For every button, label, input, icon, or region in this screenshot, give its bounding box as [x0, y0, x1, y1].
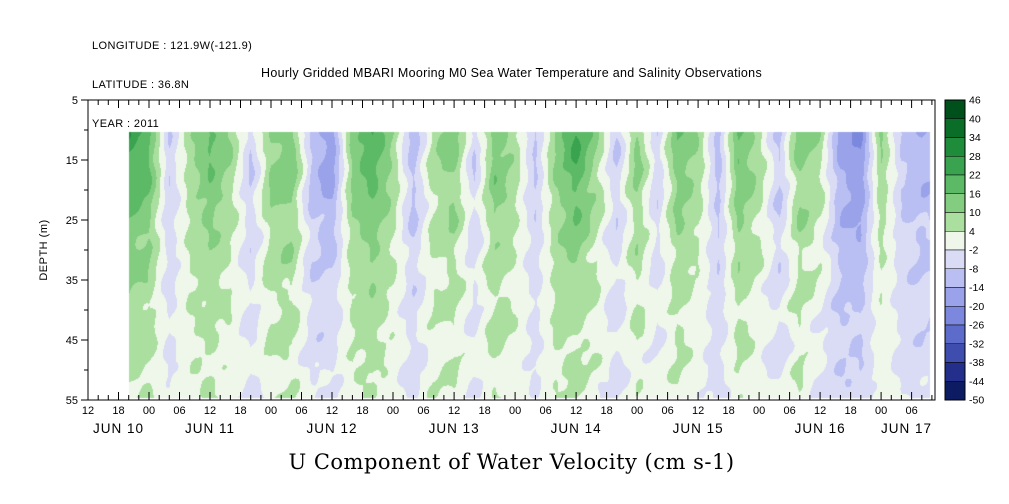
svg-text:JUN 15: JUN 15 [673, 421, 724, 436]
svg-text:46: 46 [969, 95, 981, 107]
y-axis-title: DEPTH (m) [38, 219, 50, 280]
svg-text:06: 06 [539, 405, 551, 417]
svg-text:12: 12 [326, 405, 338, 417]
svg-text:45: 45 [66, 335, 78, 347]
svg-text:18: 18 [722, 405, 734, 417]
svg-text:JUN 11: JUN 11 [185, 421, 235, 436]
svg-text:JUN 12: JUN 12 [306, 421, 357, 436]
y-tick-labels: 5 15 25 35 45 55 [66, 95, 78, 407]
svg-text:22: 22 [969, 170, 981, 182]
svg-text:12: 12 [448, 405, 460, 417]
svg-text:06: 06 [661, 405, 673, 417]
svg-text:28: 28 [969, 151, 981, 163]
svg-text:18: 18 [844, 405, 856, 417]
svg-text:06: 06 [417, 405, 429, 417]
svg-text:00: 00 [265, 405, 277, 417]
svg-text:18: 18 [478, 405, 490, 417]
latitude-label: LATITUDE : 36.8N [92, 79, 190, 91]
x-axis-title: U Component of Water Velocity (cm s-1) [288, 450, 735, 474]
svg-text:18: 18 [112, 405, 124, 417]
longitude-label: LONGITUDE : 121.9W(-121.9) [92, 40, 253, 52]
svg-text:-26: -26 [969, 320, 984, 332]
colorbar-labels: 46 40 34 28 22 16 10 4 -2 -8 -14 -20 -26 -32 -38 -44 -50 [969, 95, 984, 407]
svg-text:00: 00 [753, 405, 765, 417]
svg-text:-14: -14 [969, 282, 984, 294]
svg-text:00: 00 [509, 405, 521, 417]
svg-text:-8: -8 [969, 263, 978, 275]
svg-text:10: 10 [969, 207, 981, 219]
svg-text:18: 18 [600, 405, 612, 417]
svg-text:12: 12 [82, 405, 94, 417]
svg-text:00: 00 [143, 405, 155, 417]
svg-text:06: 06 [905, 405, 917, 417]
svg-text:34: 34 [969, 132, 981, 144]
svg-text:JUN 10: JUN 10 [93, 421, 144, 436]
svg-text:18: 18 [356, 405, 368, 417]
svg-text:5: 5 [72, 95, 78, 107]
svg-text:06: 06 [173, 405, 185, 417]
x-day-labels: JUN 10 JUN 11 JUN 12 JUN 13 JUN 14 JUN 15 JUN … [93, 421, 932, 436]
svg-text:12: 12 [570, 405, 582, 417]
svg-text:JUN 14: JUN 14 [551, 421, 602, 436]
svg-text:00: 00 [631, 405, 643, 417]
svg-text:-38: -38 [969, 357, 984, 369]
svg-text:00: 00 [875, 405, 887, 417]
svg-text:40: 40 [969, 113, 981, 125]
svg-text:-50: -50 [969, 395, 984, 407]
svg-text:-2: -2 [969, 245, 978, 257]
svg-text:JUN 17: JUN 17 [881, 421, 932, 436]
svg-text:00: 00 [387, 405, 399, 417]
svg-text:12: 12 [692, 405, 704, 417]
svg-text:18: 18 [234, 405, 246, 417]
svg-text:4: 4 [969, 226, 975, 238]
svg-text:12: 12 [204, 405, 216, 417]
x-hour-labels: 12 18 00 06 12 18 00 06 12 18 00 06 12 18 00 06 12 18 00 06… [82, 405, 918, 417]
heatmap-canvas [88, 100, 935, 400]
svg-text:06: 06 [295, 405, 307, 417]
svg-text:-32: -32 [969, 338, 984, 350]
plot-title: Hourly Gridded MBARI Mooring M0 Sea Wate… [261, 66, 762, 80]
colorbar: 46 40 34 28 22 16 10 4 -2 -8 -14 -20 -26 -32 -38 -44 -50 [944, 95, 984, 407]
svg-text:55: 55 [66, 395, 78, 407]
svg-text:-44: -44 [969, 376, 984, 388]
svg-text:12: 12 [814, 405, 826, 417]
svg-text:25: 25 [66, 215, 78, 227]
svg-text:-20: -20 [969, 301, 984, 313]
svg-text:16: 16 [969, 188, 981, 200]
svg-text:JUN 16: JUN 16 [795, 421, 846, 436]
svg-text:JUN 13: JUN 13 [429, 421, 480, 436]
svg-text:06: 06 [783, 405, 795, 417]
svg-text:15: 15 [66, 155, 78, 167]
svg-text:35: 35 [66, 275, 78, 287]
